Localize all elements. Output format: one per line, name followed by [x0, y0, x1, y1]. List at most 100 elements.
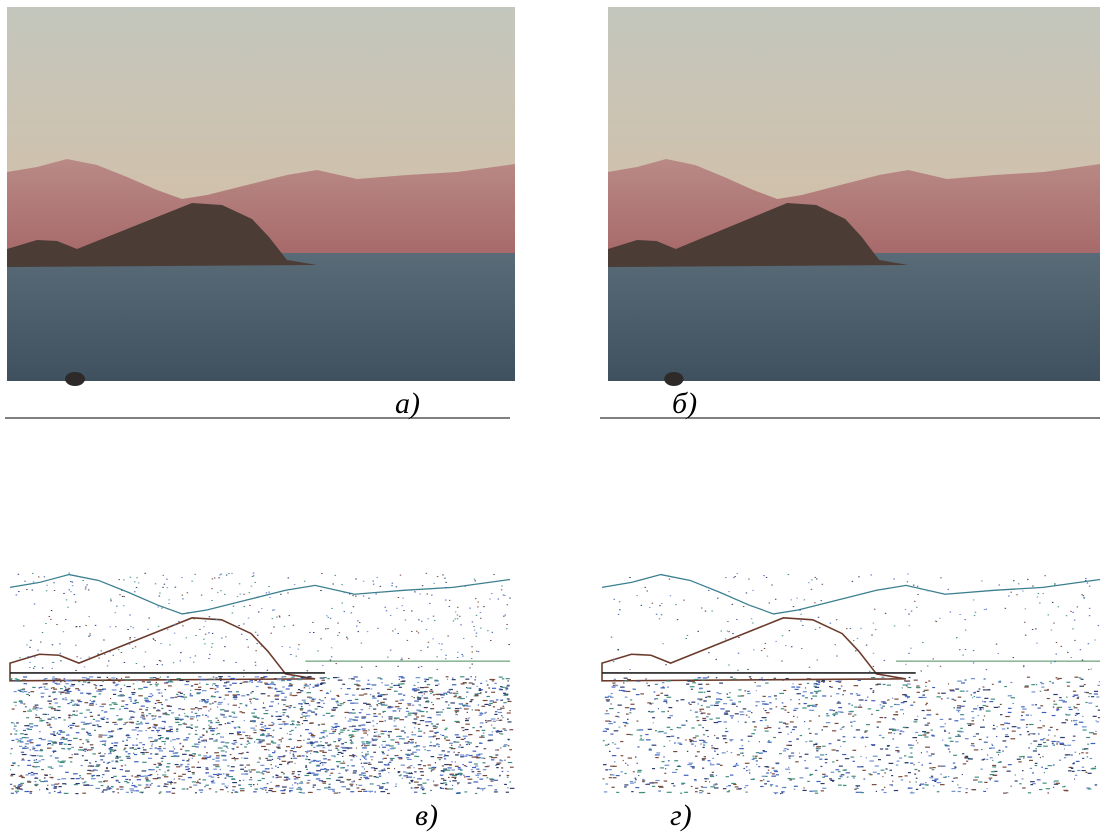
noise-dot: [1081, 752, 1083, 753]
noise-dot: [989, 778, 993, 779]
noise-dot: [268, 725, 273, 726]
noise-dot: [672, 772, 677, 773]
noise-dot: [220, 680, 222, 681]
noise-dot: [109, 749, 114, 750]
noise-dot: [350, 737, 353, 738]
noise-dot: [178, 621, 179, 622]
noise-dot: [414, 718, 418, 719]
noise-dot: [655, 684, 658, 685]
noise-dot: [129, 615, 130, 616]
noise-dot: [175, 717, 180, 718]
noise-dot: [699, 790, 702, 791]
noise-dot: [452, 684, 456, 685]
noise-dot: [161, 692, 162, 693]
noise-dot: [441, 778, 444, 779]
noise-dot: [377, 736, 380, 737]
noise-dot: [466, 687, 467, 688]
noise-dot: [277, 767, 279, 768]
noise-dot: [438, 683, 439, 684]
noise-dot: [498, 718, 499, 719]
noise-dot: [892, 718, 894, 719]
noise-dot: [352, 731, 357, 732]
noise-dot: [50, 774, 51, 775]
noise-dot: [158, 606, 159, 607]
noise-dot: [257, 784, 258, 785]
noise-dot: [233, 697, 238, 698]
noise-dot: [88, 749, 92, 750]
noise-dot: [398, 771, 401, 772]
noise-dot: [495, 711, 498, 712]
noise-dot: [283, 773, 285, 774]
noise-dot: [1032, 733, 1035, 734]
noise-dot: [167, 676, 169, 677]
noise-dot: [509, 749, 512, 750]
noise-dot: [499, 676, 503, 677]
noise-dot: [870, 574, 871, 575]
noise-dot: [20, 775, 22, 776]
noise-dot: [957, 707, 961, 708]
noise-dot: [1056, 642, 1057, 643]
noise-dot: [1005, 734, 1008, 735]
noise-dot: [260, 729, 264, 730]
noise-dot: [769, 702, 771, 703]
noise-dot: [248, 618, 249, 619]
noise-dot: [1031, 743, 1032, 744]
noise-dot: [249, 699, 252, 700]
noise-dot: [815, 704, 817, 705]
noise-dot: [398, 683, 402, 684]
noise-dot: [157, 731, 158, 732]
noise-dot: [51, 777, 52, 778]
noise-dot: [940, 719, 944, 720]
noise-dot: [1008, 764, 1012, 765]
noise-dot: [882, 706, 885, 707]
noise-dot: [504, 760, 505, 761]
noise-dot: [245, 735, 248, 736]
noise-dot: [452, 780, 456, 781]
noise-dot: [359, 779, 362, 780]
noise-dot: [158, 692, 160, 693]
panel-label: г): [670, 799, 692, 832]
noise-dot: [883, 684, 886, 685]
noise-dot: [1094, 691, 1098, 692]
noise-dot: [75, 793, 78, 794]
noise-dot: [716, 718, 720, 719]
noise-dot: [210, 756, 212, 757]
noise-dot: [774, 771, 778, 772]
noise-dot: [363, 775, 366, 776]
noise-dot: [955, 741, 958, 742]
noise-dot: [462, 656, 463, 657]
noise-dot: [426, 629, 427, 630]
noise-dot: [393, 685, 394, 686]
photo: [608, 7, 1100, 386]
noise-dot: [22, 691, 25, 692]
noise-dot: [378, 773, 381, 774]
noise-dot: [37, 755, 38, 756]
noise-dot: [309, 705, 311, 706]
noise-dot: [185, 750, 190, 751]
noise-dot: [979, 707, 984, 708]
noise-dot: [289, 647, 290, 648]
noise-dot: [469, 667, 470, 668]
noise-dot: [804, 760, 805, 761]
noise-dot: [142, 754, 145, 755]
noise-dot: [501, 589, 502, 590]
noise-dot: [23, 711, 26, 712]
noise-dot: [1022, 787, 1025, 788]
noise-dot: [150, 693, 152, 694]
noise-dot: [58, 679, 61, 680]
noise-dot: [237, 726, 239, 727]
noise-dot: [608, 744, 609, 745]
noise-dot: [199, 683, 200, 684]
noise-dot: [198, 742, 201, 743]
noise-dot: [749, 769, 751, 770]
noise-dot: [210, 722, 213, 723]
noise-dot: [662, 686, 664, 687]
noise-dot: [938, 693, 940, 694]
noise-dot: [803, 703, 806, 704]
noise-dot: [54, 718, 57, 719]
noise-dot: [652, 745, 657, 746]
noise-dot: [161, 704, 163, 705]
noise-dot: [703, 677, 708, 678]
noise-dot: [168, 685, 172, 686]
noise-dot: [206, 699, 208, 700]
